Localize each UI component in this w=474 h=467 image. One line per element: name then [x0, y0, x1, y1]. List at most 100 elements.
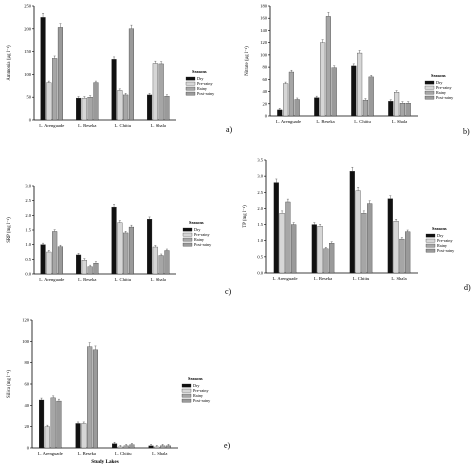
x-category-label: L. Beseka	[78, 451, 96, 456]
bar-rainy-2	[87, 97, 93, 121]
x-category-label: L. Arenguade	[39, 277, 64, 282]
y-tick-label: 200	[24, 26, 32, 31]
legend-swatch	[182, 232, 193, 237]
x-axis-label: Study Lakes	[91, 459, 119, 465]
legend-label: Post-rainy	[194, 242, 212, 247]
y-tick-label: 2.0	[257, 206, 263, 211]
bar-dry-2	[75, 423, 81, 449]
bar-pre-rainy-3	[117, 222, 123, 275]
legend-label: Pre-rainy	[197, 81, 213, 86]
y-tick-label: 50	[27, 95, 32, 100]
legend-title: Seasons	[188, 376, 203, 381]
bar-dry-1	[39, 399, 45, 449]
bar-rainy-4	[158, 63, 164, 121]
bar-rainy-3	[362, 99, 368, 117]
bar-dry-4	[387, 198, 393, 274]
chart-panel-e: 0 20 40 60 80 100 120 Silica (mg l⁻¹) L. Arengua…	[6, 318, 231, 466]
x-category-label: L. Beseka	[78, 277, 96, 282]
x-category-label: L. Arenguade	[39, 123, 64, 128]
legend-label: Rainy	[197, 86, 208, 91]
bar-dry-4	[388, 101, 394, 117]
x-category-label: L. Chittu	[353, 276, 370, 281]
legend-swatch	[425, 243, 436, 248]
chart-panel-d: 0.0 0.5 1.0 1.5 2.0 2.5 3.0 3.5 TP (mg l⁻¹) L. Ar…	[242, 158, 471, 293]
legend-title: Seasons	[189, 220, 204, 225]
bar-post-rainy-2	[331, 67, 337, 117]
legend-swatch	[185, 91, 196, 96]
x-category-label: L. Chittu	[114, 277, 131, 282]
panel-letter: b)	[463, 127, 470, 136]
y-axis-label: Ammonia (µg l⁻¹)	[6, 45, 12, 81]
legend-label: Pre-rainy	[193, 388, 209, 393]
panel-letter: e)	[224, 441, 231, 450]
legend-label: Dry	[436, 80, 443, 85]
bar-post-rainy-2	[92, 349, 99, 449]
x-category-label: L. Shala	[151, 123, 166, 128]
x-category-label: L. Shala	[391, 276, 406, 281]
bar-pre-rainy-2	[81, 423, 87, 449]
legend-label: Pre-rainy	[436, 85, 452, 90]
bar-rainy-3	[123, 445, 129, 449]
y-tick-label: 250	[24, 4, 32, 9]
bar-dry-1	[40, 17, 46, 121]
bar-rainy-1	[52, 231, 58, 275]
y-tick-label: 80	[263, 65, 268, 70]
bar-rainy-2	[323, 248, 329, 274]
bar-rainy-4	[160, 445, 166, 449]
y-axis-label: TP (mg l⁻¹)	[242, 205, 248, 228]
bar-dry-3	[111, 206, 117, 275]
bar-dry-1	[277, 109, 283, 117]
bar-dry-3	[111, 59, 117, 121]
y-tick-label: 2.5	[257, 190, 263, 195]
y-tick-label: 0.5	[25, 257, 31, 262]
legend-swatch	[182, 237, 193, 242]
bar-pre-rainy-3	[117, 446, 123, 449]
bar-pre-rainy-4	[152, 63, 158, 121]
bar-dry-4	[146, 94, 153, 121]
bar-dry-2	[76, 97, 82, 121]
bar-post-rainy-1	[56, 400, 62, 449]
x-category-label: L. Shala	[151, 277, 166, 282]
legend-swatch	[424, 80, 435, 85]
bar-pre-rainy-4	[394, 92, 400, 117]
y-tick-label: 20	[263, 101, 268, 106]
x-category-label: L. Arenguade	[38, 451, 63, 456]
bar-dry-4	[148, 445, 154, 449]
bar-dry-3	[351, 65, 357, 117]
bar-pre-rainy-3	[355, 190, 361, 274]
legend-label: Post-rainy	[197, 91, 215, 96]
y-tick-label: 120	[22, 318, 30, 323]
bar-rainy-4	[399, 238, 405, 274]
x-category-label: L. Chittu	[114, 123, 131, 128]
x-category-label: L. Beseka	[316, 119, 334, 124]
y-tick-label: 2.5	[25, 198, 31, 203]
bar-pre-rainy-2	[320, 42, 326, 117]
y-tick-label: 60	[25, 382, 30, 387]
bar-post-rainy-1	[291, 224, 297, 274]
bar-pre-rainy-3	[117, 90, 123, 121]
bar-pre-rainy-1	[46, 251, 52, 275]
bar-rainy-1	[52, 58, 58, 121]
legend-swatch	[425, 238, 436, 243]
legend-swatch	[424, 90, 435, 95]
y-tick-label: 1.0	[257, 238, 263, 243]
bar-pre-rainy-2	[81, 260, 87, 275]
bar-rainy-4	[158, 255, 164, 275]
y-tick-label: 0	[27, 446, 30, 451]
legend-label: Dry	[193, 383, 200, 388]
x-category-label: L. Arenguade	[276, 119, 301, 124]
bar-dry-2	[76, 254, 82, 275]
y-tick-label: 0.5	[257, 254, 263, 259]
bar-rainy-2	[87, 266, 93, 275]
legend-label: Rainy	[194, 237, 205, 242]
y-tick-label: 3.5	[257, 158, 263, 163]
bar-post-rainy-4	[165, 445, 172, 449]
y-tick-label: 80	[25, 360, 30, 365]
panel-letter: a)	[226, 125, 233, 134]
legend-label: Dry	[437, 233, 444, 238]
chart-panel-c: 0.0 0.5 1.0 1.5 2.0 2.5 3.0 SRP (mg l⁻¹) L. Aren…	[6, 184, 232, 297]
legend-swatch	[425, 233, 436, 238]
bar-post-rainy-3	[368, 76, 374, 117]
legend-label: Rainy	[437, 243, 448, 248]
y-tick-label: 20	[25, 424, 30, 429]
